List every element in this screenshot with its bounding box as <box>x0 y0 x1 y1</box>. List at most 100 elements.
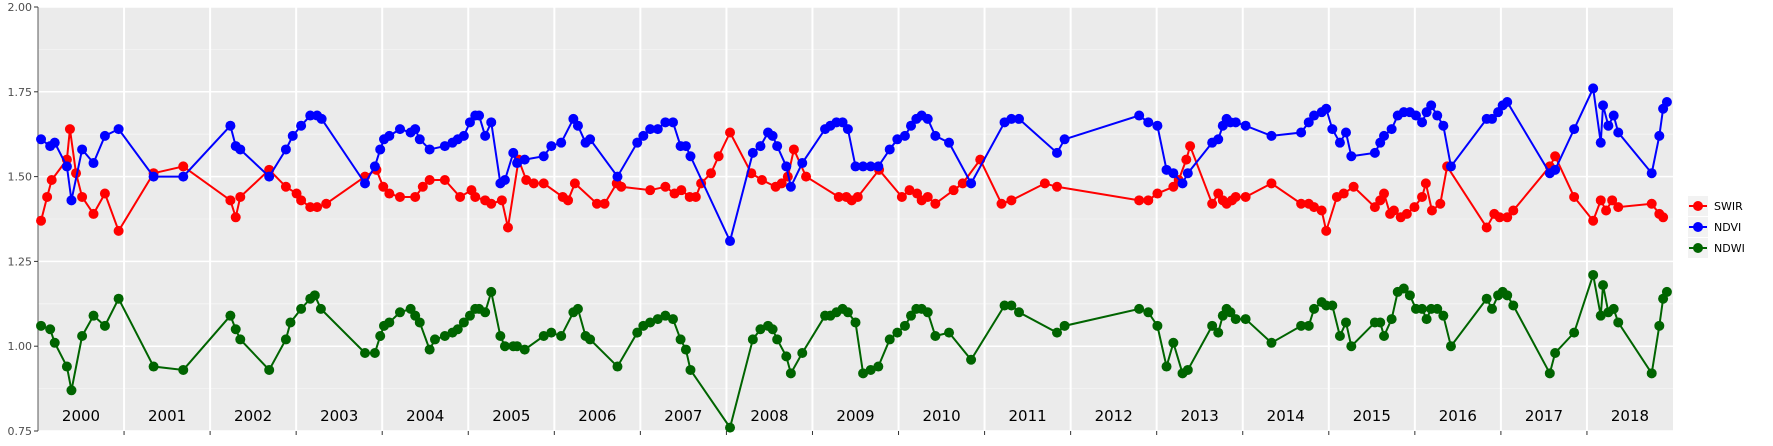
data-point <box>1654 130 1665 141</box>
year-label: 2016 <box>1439 407 1477 425</box>
data-point <box>713 151 724 162</box>
data-point <box>64 124 75 135</box>
data-point <box>1550 347 1561 358</box>
data-point <box>1303 117 1314 128</box>
data-point <box>850 317 861 328</box>
year-label: 2012 <box>1095 407 1133 425</box>
data-point <box>1598 100 1609 111</box>
data-point <box>1296 320 1307 331</box>
data-point <box>842 307 853 318</box>
data-point <box>1052 147 1063 158</box>
data-point <box>591 198 602 209</box>
data-point <box>944 327 955 338</box>
data-point <box>1143 307 1154 318</box>
data-point <box>178 171 189 182</box>
y-tick-label: 1.50 <box>8 171 33 184</box>
data-point <box>1369 147 1380 158</box>
data-point <box>424 144 435 155</box>
data-point <box>667 314 678 325</box>
data-point <box>88 208 99 219</box>
data-point <box>546 141 557 152</box>
data-point <box>1143 117 1154 128</box>
data-point <box>309 290 320 301</box>
data-point <box>922 191 933 202</box>
data-point <box>225 195 236 206</box>
data-point <box>316 113 327 124</box>
data-point <box>519 344 530 355</box>
data-point <box>1266 130 1277 141</box>
data-point <box>378 181 389 192</box>
data-point <box>996 198 1007 209</box>
data-point <box>296 303 307 314</box>
data-point <box>999 300 1010 311</box>
data-point <box>499 341 510 352</box>
data-point <box>632 327 643 338</box>
series-ndvi <box>36 83 1672 247</box>
data-point <box>690 191 701 202</box>
data-point <box>1386 124 1397 135</box>
data-point <box>458 317 469 328</box>
data-point <box>1487 113 1498 124</box>
data-point <box>280 144 291 155</box>
series-ndwi <box>36 269 1672 433</box>
data-point <box>1182 168 1193 179</box>
data-point <box>235 334 246 345</box>
data-point <box>1481 293 1492 304</box>
data-point <box>1420 178 1431 189</box>
data-point <box>77 331 88 342</box>
data-point <box>1588 269 1599 280</box>
data-point <box>113 225 124 236</box>
data-point <box>858 161 869 172</box>
data-point <box>315 303 326 314</box>
data-point <box>417 181 428 192</box>
data-point <box>49 137 60 148</box>
data-point <box>305 110 316 121</box>
data-point <box>1410 110 1421 121</box>
data-point <box>360 178 370 189</box>
data-point <box>1168 337 1179 348</box>
data-point <box>439 141 450 152</box>
data-point <box>99 320 110 331</box>
data-point <box>480 307 491 318</box>
data-point <box>660 181 671 192</box>
data-point <box>1181 154 1192 165</box>
data-point <box>1550 151 1561 162</box>
data-point <box>747 147 758 158</box>
data-point <box>556 331 567 342</box>
data-point <box>312 202 323 213</box>
y-tick-label: 1.00 <box>8 340 33 353</box>
data-point <box>930 198 941 209</box>
data-point <box>1445 341 1456 352</box>
data-point <box>1014 113 1024 124</box>
data-point <box>1309 110 1320 121</box>
data-point <box>113 124 124 135</box>
data-point <box>767 324 778 335</box>
data-point <box>410 124 421 135</box>
data-point <box>486 286 497 297</box>
year-label: 2005 <box>492 407 530 425</box>
data-point <box>966 178 977 189</box>
data-point <box>680 141 691 152</box>
data-point <box>464 310 475 321</box>
data-point <box>781 351 792 362</box>
data-point <box>394 307 405 318</box>
data-point <box>948 185 959 196</box>
data-point <box>797 158 808 169</box>
data-point <box>321 198 332 209</box>
data-point <box>1508 300 1519 311</box>
data-point <box>1502 290 1513 301</box>
data-point <box>1379 130 1390 141</box>
data-point <box>88 158 99 169</box>
year-label: 2013 <box>1181 407 1219 425</box>
data-point <box>572 120 583 131</box>
data-point <box>455 191 466 202</box>
data-point <box>1417 117 1428 128</box>
data-point <box>1401 208 1412 219</box>
data-point <box>706 168 717 179</box>
data-point <box>1168 181 1179 192</box>
data-point <box>1321 225 1332 236</box>
year-label: 2015 <box>1353 407 1391 425</box>
data-point <box>1595 310 1606 321</box>
